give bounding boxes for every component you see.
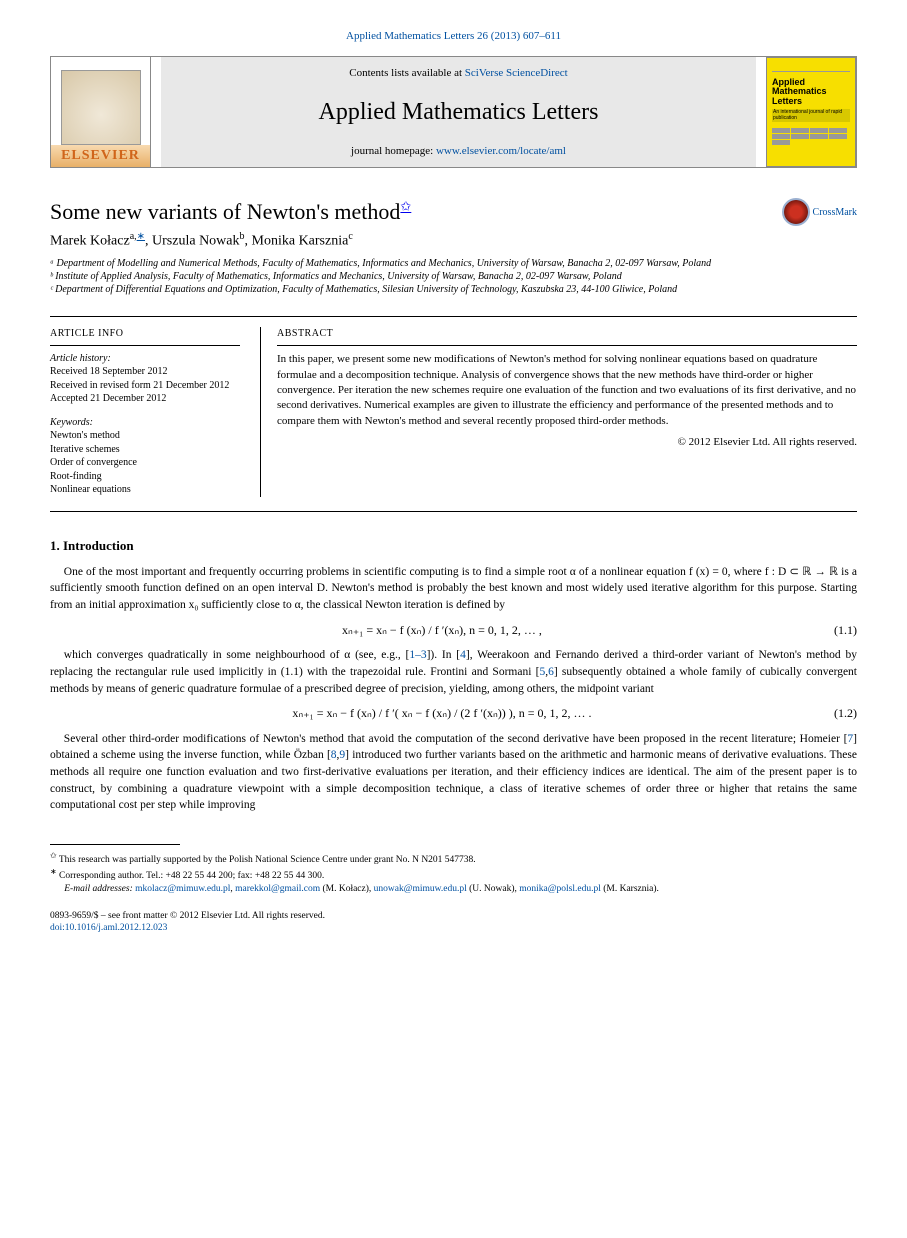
homepage-link[interactable]: www.elsevier.com/locate/aml <box>436 145 566 157</box>
homepage-prefix: journal homepage: <box>351 145 436 157</box>
section-heading: 1. Introduction <box>50 538 857 554</box>
abstract: ABSTRACT In this paper, we present some … <box>260 327 857 497</box>
history-accepted: Accepted 21 December 2012 <box>50 392 240 406</box>
footnotes-rule <box>50 844 180 845</box>
keyword: Order of convergence <box>50 456 240 470</box>
cover-smallprint <box>772 63 850 72</box>
footnote-funding: ✩ This research was partially supported … <box>50 851 857 867</box>
para-frag: Several other third-order modifications … <box>64 733 848 745</box>
publisher-logo[interactable]: ELSEVIER <box>51 57 151 167</box>
crossmark-badge[interactable]: CrossMark <box>782 198 857 226</box>
paragraph: which converges quadratically in some ne… <box>50 647 857 697</box>
page: Applied Mathematics Letters 26 (2013) 60… <box>0 0 907 1238</box>
elsevier-tree-icon <box>61 70 141 145</box>
affiliations: ᵃ Department of Modelling and Numerical … <box>50 257 857 296</box>
rule <box>50 345 240 346</box>
bottom-meta: 0893-9659/$ – see front matter © 2012 El… <box>50 910 857 935</box>
equation-body: xₙ₊₁ = xₙ − f (xₙ) / f ′(xₙ), n = 0, 1, … <box>342 623 542 637</box>
contents-line: Contents lists available at SciVerse Sci… <box>349 67 567 79</box>
rule <box>50 316 857 317</box>
running-head: Applied Mathematics Letters 26 (2013) 60… <box>50 30 857 42</box>
affiliation-b: ᵇ Institute of Applied Analysis, Faculty… <box>50 270 857 283</box>
keyword: Nonlinear equations <box>50 483 240 497</box>
email-link[interactable]: unowak@mimuw.edu.pl <box>374 884 467 894</box>
author-3-affil: c <box>348 231 352 242</box>
equation-number: (1.2) <box>834 705 857 722</box>
email-link[interactable]: mkolacz@mimuw.edu.pl <box>135 884 230 894</box>
author-1-affil: a, <box>130 231 137 242</box>
cover-title: Applied Mathematics Letters <box>772 78 850 108</box>
equation: xₙ₊₁ = xₙ − f (xₙ) / f ′(xₙ), n = 0, 1, … <box>50 622 857 639</box>
affiliation-a: ᵃ Department of Modelling and Numerical … <box>50 257 857 270</box>
equation: xₙ₊₁ = xₙ − f (xₙ) / f ′( xₙ − f (xₙ) / … <box>50 705 857 722</box>
rule <box>50 511 857 512</box>
issn-line: 0893-9659/$ – see front matter © 2012 El… <box>50 910 857 922</box>
body-text: One of the most important and frequently… <box>50 564 857 814</box>
article-info-head: ARTICLE INFO <box>50 327 240 341</box>
homepage-line: journal homepage: www.elsevier.com/locat… <box>351 145 566 157</box>
journal-name: Applied Mathematics Letters <box>319 99 599 126</box>
keyword: Root-finding <box>50 470 240 484</box>
equation-number: (1.1) <box>834 622 857 639</box>
paragraph: One of the most important and frequently… <box>50 564 857 614</box>
article-info: ARTICLE INFO Article history: Received 1… <box>50 327 240 497</box>
abstract-text: In this paper, we present some new modif… <box>277 352 857 429</box>
keyword: Newton's method <box>50 429 240 443</box>
email-who: (M. Karsznia). <box>601 884 659 894</box>
author-1: Marek Kołacz <box>50 233 130 248</box>
crossmark-link[interactable]: CrossMark <box>813 207 857 218</box>
email-label: E-mail addresses: <box>64 884 135 894</box>
title-footnote-link[interactable]: ✩ <box>400 199 411 214</box>
cover-subtitle: An international journal of rapid public… <box>772 109 850 122</box>
footnote-text: Corresponding author. Tel.: +48 22 55 44… <box>57 871 325 881</box>
email-link[interactable]: marekkol@gmail.com <box>235 884 320 894</box>
footnote-text: This research was partially supported by… <box>57 855 476 865</box>
meta-row: ARTICLE INFO Article history: Received 1… <box>50 327 857 497</box>
history-revised: Received in revised form 21 December 201… <box>50 379 240 393</box>
authors: Marek Kołacza,∗, Urszula Nowakb, Monika … <box>50 231 857 250</box>
email-who: (U. Nowak), <box>467 884 520 894</box>
keywords-head: Keywords: <box>50 416 240 430</box>
history-received: Received 18 September 2012 <box>50 365 240 379</box>
sciencedirect-link[interactable]: SciVerse ScienceDirect <box>465 67 568 79</box>
title-block: CrossMark Some new variants of Newton's … <box>50 198 857 296</box>
email-who: (M. Kołacz), <box>320 884 374 894</box>
footnote-mark: ∗ <box>50 867 57 876</box>
abstract-head: ABSTRACT <box>277 327 857 341</box>
abstract-copyright: © 2012 Elsevier Ltd. All rights reserved… <box>277 435 857 450</box>
publisher-name: ELSEVIER <box>51 145 150 167</box>
doi-link[interactable]: doi:10.1016/j.aml.2012.12.023 <box>50 923 167 933</box>
rule <box>277 345 857 346</box>
contents-prefix: Contents lists available at <box>349 67 464 79</box>
paragraph: Several other third-order modifications … <box>50 731 857 814</box>
para-frag: ]). In [ <box>427 649 461 661</box>
footnote-emails: E-mail addresses: mkolacz@mimuw.edu.pl, … <box>50 883 857 896</box>
corresponding-mark[interactable]: ∗ <box>137 231 145 242</box>
masthead: ELSEVIER Contents lists available at Sci… <box>50 56 857 168</box>
footnotes: ✩ This research was partially supported … <box>50 851 857 896</box>
author-2-pre: , Urszula Nowak <box>145 233 239 248</box>
masthead-center: Contents lists available at SciVerse Sci… <box>161 57 756 167</box>
history-label: Article history: <box>50 352 240 366</box>
equation-body: xₙ₊₁ = xₙ − f (xₙ) / f ′( xₙ − f (xₙ) / … <box>292 706 591 720</box>
cover-toc-grid <box>772 128 850 145</box>
crossmark-icon <box>782 198 810 226</box>
citation-link[interactable]: 1–3 <box>409 649 426 661</box>
email-link[interactable]: monika@polsl.edu.pl <box>519 884 601 894</box>
paper-title: Some new variants of Newton's method✩ <box>50 198 857 227</box>
author-3-pre: , Monika Karsznia <box>245 233 349 248</box>
journal-cover-thumb[interactable]: Applied Mathematics Letters An internati… <box>766 57 856 167</box>
footnote-corresponding: ∗ Corresponding author. Tel.: +48 22 55 … <box>50 867 857 883</box>
affiliation-c: ᶜ Department of Differential Equations a… <box>50 283 857 296</box>
running-head-link[interactable]: Applied Mathematics Letters 26 (2013) 60… <box>346 30 561 42</box>
footnote-mark: ✩ <box>50 851 57 860</box>
para-frag: which converges quadratically in some ne… <box>64 649 410 661</box>
keyword: Iterative schemes <box>50 443 240 457</box>
title-text: Some new variants of Newton's method <box>50 199 400 224</box>
